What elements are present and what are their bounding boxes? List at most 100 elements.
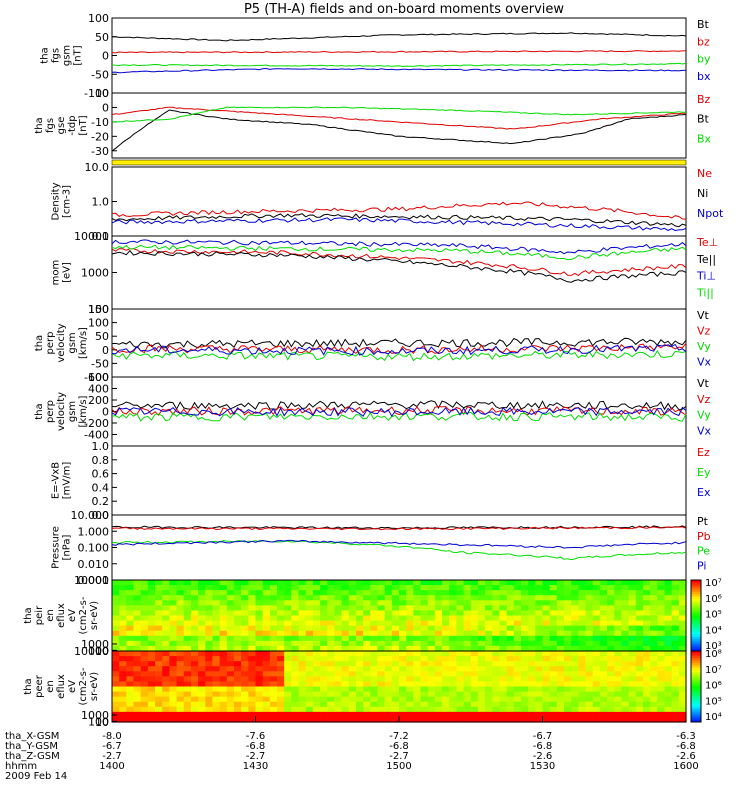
spectrogram-cell — [434, 625, 443, 632]
spectrogram-cell — [284, 716, 292, 723]
spectrogram-cell — [255, 671, 264, 677]
spectrogram-cell — [147, 630, 156, 637]
spectrogram-cell — [585, 701, 594, 708]
spectrogram-cell — [671, 615, 680, 622]
spectrogram-cell — [377, 635, 386, 642]
spectrogram-cell — [190, 711, 199, 718]
spectrogram-cell — [190, 706, 199, 713]
spectrogram-cell — [642, 666, 651, 672]
spectrogram-cell — [355, 681, 364, 688]
y-tick-label: 10 — [95, 716, 109, 729]
y-axis-label: eV — [67, 680, 78, 693]
spectrogram-cell — [133, 716, 142, 723]
spectrogram-cell — [599, 706, 608, 713]
spectrogram-cell — [176, 711, 185, 718]
colorbar-segment — [691, 613, 701, 616]
colorbar-segment — [691, 580, 701, 583]
spectrogram-cell — [621, 666, 630, 672]
spectrogram-cell — [205, 696, 214, 703]
spectrogram-cell — [599, 656, 608, 662]
spectrogram-cell — [162, 625, 170, 632]
spectrogram-cell — [348, 580, 357, 586]
spectrogram-cell — [190, 630, 199, 637]
spectrogram-cell — [391, 580, 400, 586]
legend-label: Pb — [697, 530, 711, 543]
spectrogram-cell — [377, 676, 386, 683]
spectrogram-cell — [355, 595, 364, 601]
spectrogram-cell — [571, 585, 579, 591]
x-row-value: -6.8 — [676, 741, 696, 752]
spectrogram-cell — [657, 671, 666, 677]
spectrogram-cell — [513, 640, 522, 647]
spectrogram-cell — [140, 691, 149, 698]
spectrogram-cell — [678, 635, 687, 642]
spectrogram-cell — [262, 590, 271, 596]
spectrogram-cell — [162, 615, 170, 622]
spectrogram-cell — [485, 610, 493, 617]
spectrogram-cell — [513, 625, 522, 632]
spectrogram-cell — [413, 656, 422, 662]
spectrogram-cell — [399, 600, 407, 606]
spectrogram-cell — [614, 711, 623, 718]
spectrogram-cell — [377, 681, 386, 688]
spectrogram-cell — [535, 645, 544, 652]
spectrogram-cell — [671, 686, 680, 693]
spectrogram-cell — [635, 661, 644, 667]
spectrogram-cell — [657, 620, 666, 627]
spectrogram-cell — [384, 671, 393, 677]
spectrogram-cell — [226, 681, 235, 688]
y-axis-label: tha — [34, 117, 45, 133]
spectrogram-cell — [485, 716, 493, 723]
spectrogram-cell — [592, 691, 601, 698]
spectrogram-cell — [312, 600, 321, 606]
spectrogram-cell — [556, 620, 565, 627]
y-tick-label: 0.100 — [78, 542, 110, 555]
x-row-label: tha_Y-GSM — [5, 741, 58, 752]
spectrogram-cell — [320, 676, 328, 683]
colorbar-segment — [691, 684, 701, 687]
spectrogram-cell — [341, 656, 350, 662]
spectrogram-cell — [183, 656, 192, 662]
y-axis-label: fgs — [51, 48, 62, 63]
spectrogram-cell — [671, 706, 680, 713]
spectrogram-cell — [176, 666, 185, 672]
spectrogram-cell — [642, 590, 651, 596]
spectrogram-cell — [571, 666, 579, 672]
spectrogram-cell — [291, 620, 300, 627]
y-axis-label: -tdp — [67, 115, 78, 135]
spectrogram-cell — [334, 671, 343, 677]
spectrogram-cell — [599, 701, 608, 708]
spectrogram-cell — [427, 625, 436, 632]
spectrogram-cell — [291, 595, 300, 601]
spectrogram-cell — [384, 711, 393, 718]
spectrogram-cell — [320, 580, 328, 586]
spectrogram-cell — [147, 590, 156, 596]
spectrogram-cell — [492, 610, 501, 617]
spectrogram-cell — [406, 671, 414, 677]
spectrogram-cell — [556, 706, 565, 713]
spectrogram-cell — [305, 600, 314, 606]
spectrogram-cell — [126, 681, 135, 688]
spectrogram-cell — [176, 605, 185, 612]
spectrogram-cell — [305, 706, 314, 713]
spectrogram-cell — [391, 671, 400, 677]
spectrogram-cell — [477, 701, 486, 708]
spectrogram-cell — [190, 625, 199, 632]
spectrogram-cell — [119, 661, 127, 667]
spectrogram-cell — [556, 696, 565, 703]
spectrogram-cell — [571, 640, 579, 647]
spectrogram-cell — [599, 711, 608, 718]
colorbar-label: 10⁸ — [705, 649, 722, 660]
spectrogram-cell — [320, 651, 328, 657]
spectrogram-cell — [212, 691, 221, 698]
spectrogram-cell — [434, 630, 443, 637]
spectrogram-cell — [284, 671, 292, 677]
spectrogram-cell — [269, 615, 278, 622]
spectrogram-cell — [277, 651, 285, 657]
spectrogram-cell — [112, 696, 120, 703]
figure-title: P5 (TH-A) fields and on-board moments ov… — [244, 2, 564, 17]
spectrogram-cell — [305, 656, 314, 662]
spectrogram-cell — [657, 701, 666, 708]
spectrogram-cell — [291, 580, 300, 586]
spectrogram-cell — [348, 706, 357, 713]
